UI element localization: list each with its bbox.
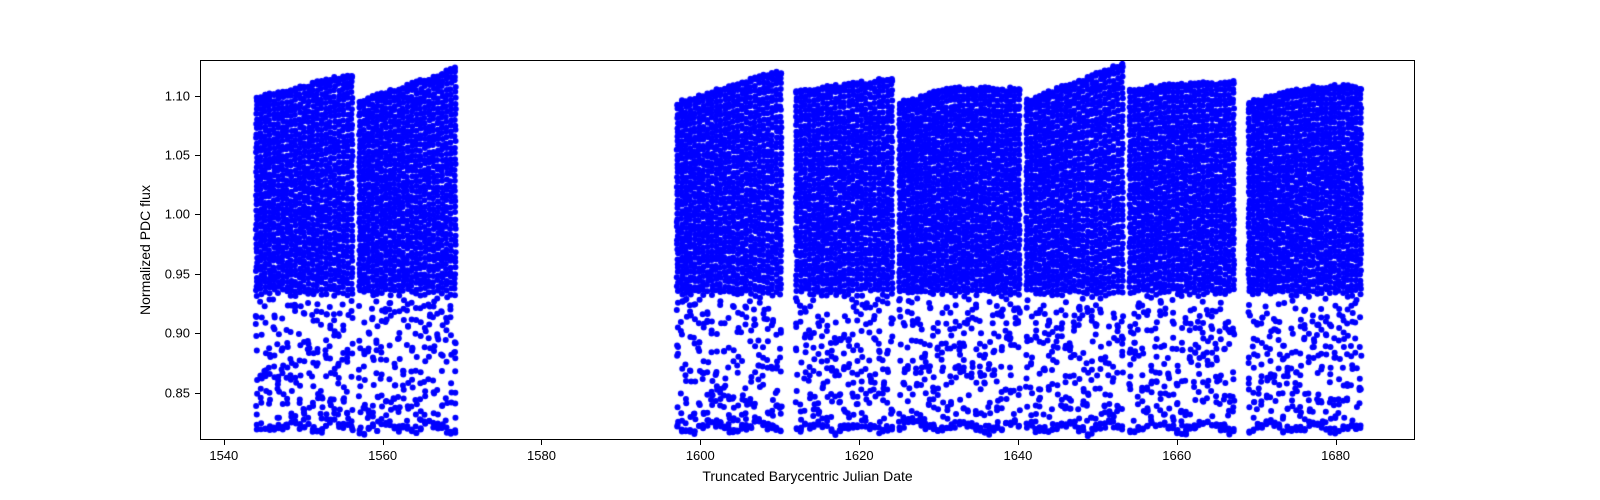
x-tick-label: 1600 bbox=[686, 448, 715, 463]
plot-area bbox=[200, 60, 1415, 440]
scatter-canvas bbox=[201, 61, 1416, 441]
y-tick-mark bbox=[195, 333, 200, 334]
x-tick-label: 1640 bbox=[1003, 448, 1032, 463]
x-tick-label: 1660 bbox=[1162, 448, 1191, 463]
y-tick-label: 1.10 bbox=[165, 88, 190, 103]
x-tick-mark bbox=[700, 440, 701, 445]
chart-container: Truncated Barycentric Julian Date Normal… bbox=[0, 0, 1600, 500]
x-tick-label: 1680 bbox=[1321, 448, 1350, 463]
y-tick-label: 1.00 bbox=[165, 207, 190, 222]
x-tick-mark bbox=[383, 440, 384, 445]
x-tick-mark bbox=[541, 440, 542, 445]
y-tick-mark bbox=[195, 393, 200, 394]
y-tick-mark bbox=[195, 274, 200, 275]
x-axis-label: Truncated Barycentric Julian Date bbox=[702, 468, 912, 484]
x-tick-mark bbox=[1177, 440, 1178, 445]
x-tick-mark bbox=[1018, 440, 1019, 445]
x-tick-label: 1620 bbox=[845, 448, 874, 463]
x-tick-mark bbox=[1336, 440, 1337, 445]
x-tick-mark bbox=[224, 440, 225, 445]
y-tick-label: 0.90 bbox=[165, 326, 190, 341]
x-tick-label: 1580 bbox=[527, 448, 556, 463]
y-tick-label: 0.95 bbox=[165, 266, 190, 281]
y-tick-mark bbox=[195, 96, 200, 97]
y-axis-label: Normalized PDC flux bbox=[137, 185, 153, 315]
y-tick-mark bbox=[195, 214, 200, 215]
x-tick-label: 1540 bbox=[209, 448, 238, 463]
x-tick-label: 1560 bbox=[368, 448, 397, 463]
y-tick-mark bbox=[195, 155, 200, 156]
y-tick-label: 1.05 bbox=[165, 148, 190, 163]
y-tick-label: 0.85 bbox=[165, 385, 190, 400]
x-tick-mark bbox=[859, 440, 860, 445]
